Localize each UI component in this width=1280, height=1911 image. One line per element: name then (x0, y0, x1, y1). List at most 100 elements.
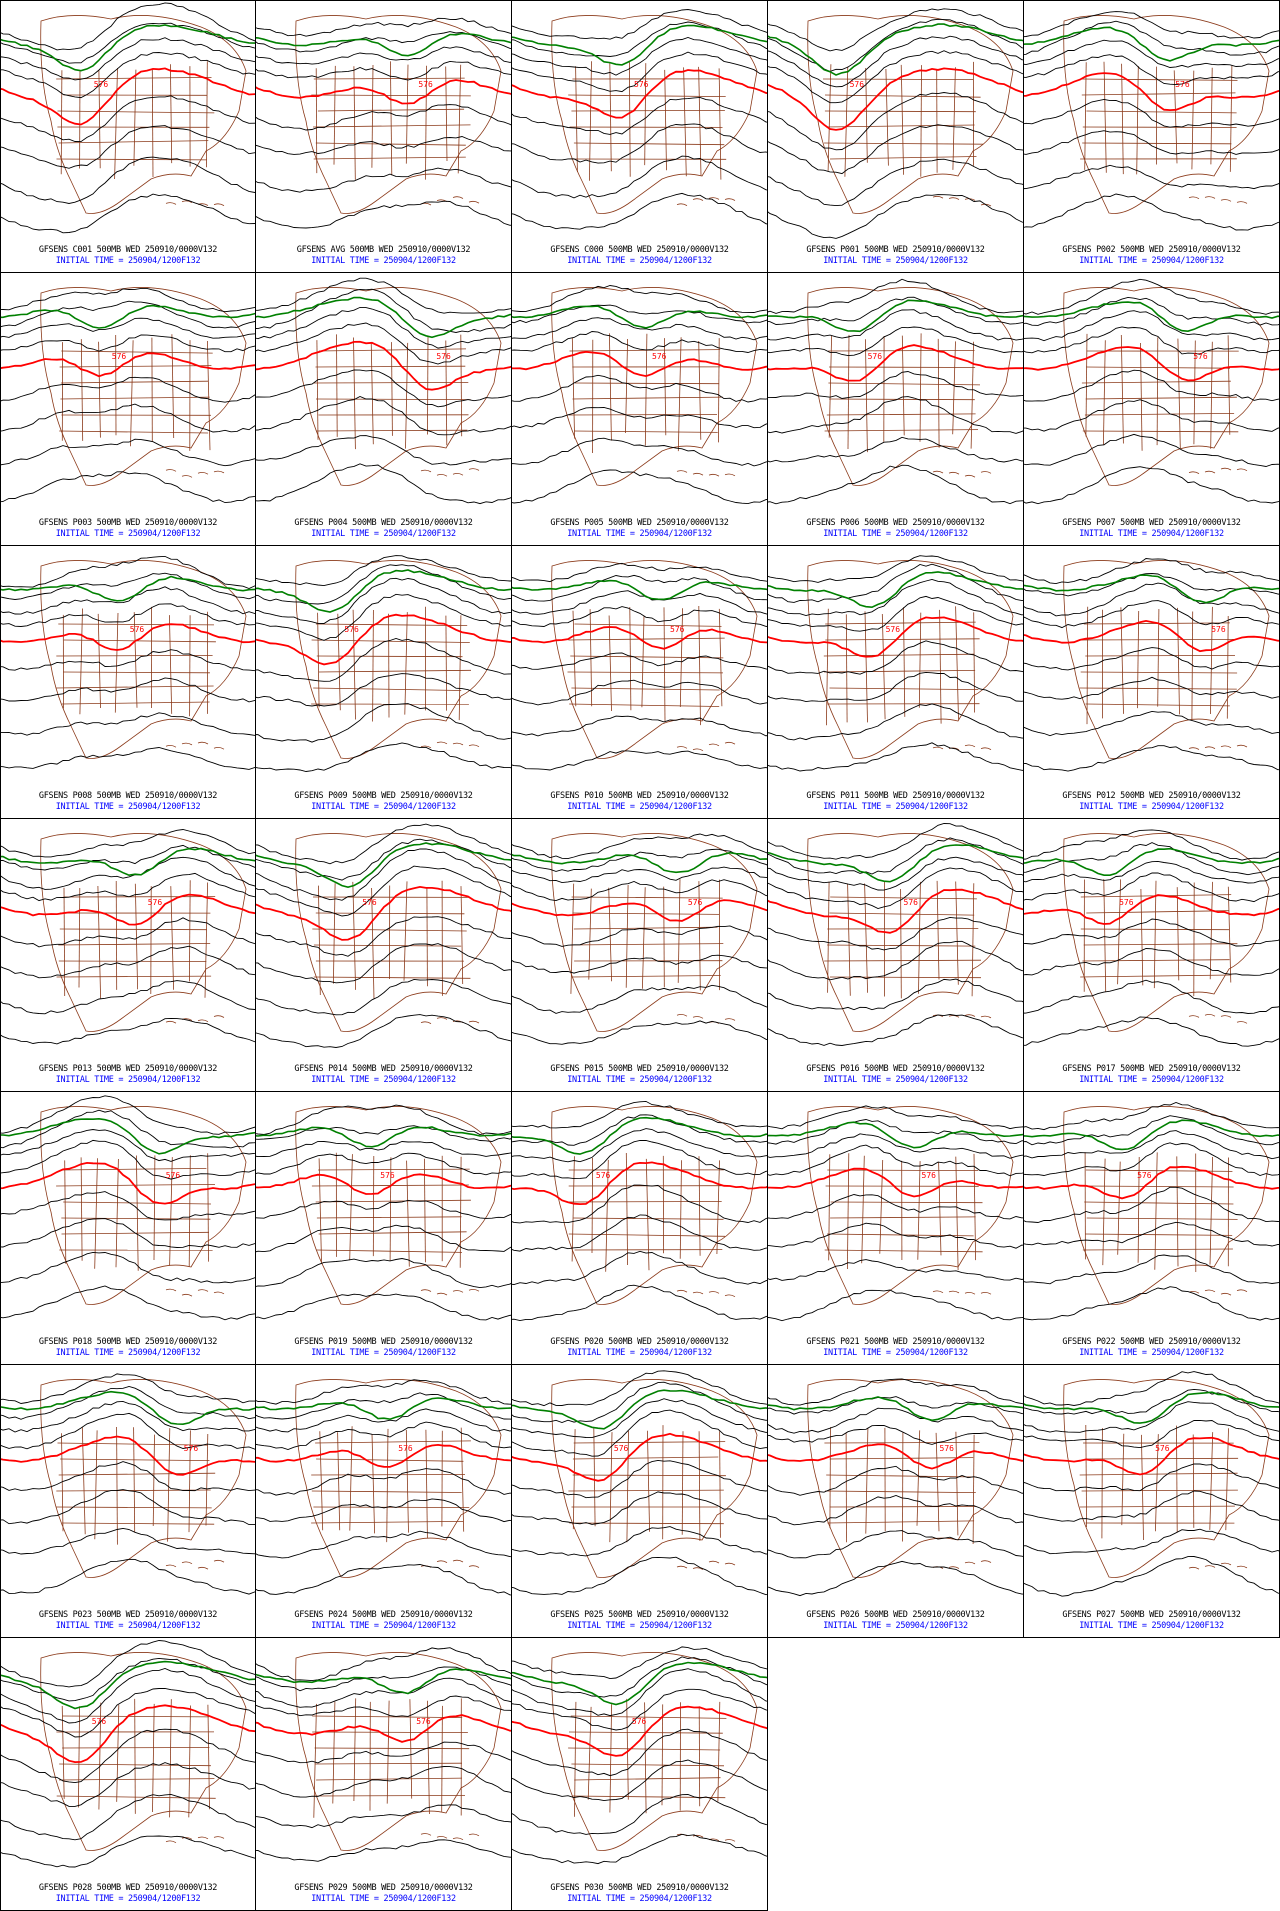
contour-576 (1, 1161, 255, 1205)
panel-initial-time: INITIAL TIME = 250904/1200F132 (567, 1075, 712, 1085)
contour-576 (512, 350, 767, 378)
political-boundaries (295, 287, 502, 486)
height-contours (1, 829, 255, 1045)
contour-576-label: 576 (184, 1444, 199, 1453)
panel-title: GFSENS C000 500MB WED 250910/0000V132 (550, 245, 729, 255)
panel-title: GFSENS AVG 500MB WED 250910/0000V132 (296, 245, 471, 255)
political-boundaries (551, 15, 758, 214)
contour-552 (768, 1121, 1023, 1149)
height-contours (1, 2, 255, 234)
contour-552 (256, 1126, 511, 1148)
ensemble-member-panel: 576 GFSENS P008 500MB WED 250910/0000V132… (0, 546, 256, 819)
panel-initial-time: INITIAL TIME = 250904/1200F132 (567, 1621, 712, 1631)
political-boundaries (807, 1106, 1014, 1305)
height-contours (768, 278, 1023, 505)
political-boundaries (40, 287, 247, 486)
contour-576 (256, 1443, 511, 1468)
ensemble-member-panel: 576 GFSENS AVG 500MB WED 250910/0000V132 I… (256, 0, 512, 273)
height-contour-map: 576 (256, 1104, 511, 1321)
height-contours (1024, 11, 1279, 231)
contour-576-label: 576 (1175, 80, 1190, 89)
contour-552 (1024, 26, 1279, 62)
ensemble-member-panel: 576 GFSENS C001 500MB WED 250910/0000V132… (0, 0, 256, 273)
ensemble-member-panel: 576 GFSENS P004 500MB WED 250910/0000V132… (256, 273, 512, 546)
political-boundaries (295, 1106, 502, 1305)
height-contour-map: 576 (256, 1647, 511, 1862)
height-contours (768, 1378, 1023, 1597)
panel-initial-time: INITIAL TIME = 250904/1200F132 (823, 1621, 968, 1631)
contour-552 (768, 571, 1023, 609)
height-contour-map: 576 (768, 1378, 1023, 1597)
contour-576-label: 576 (652, 352, 667, 361)
contour-576 (256, 885, 511, 941)
contour-576 (768, 1443, 1023, 1470)
political-boundaries (551, 287, 758, 486)
height-contours (256, 1379, 511, 1596)
contour-576 (1, 352, 255, 378)
contour-576 (512, 626, 767, 650)
panel-title: GFSENS P003 500MB WED 250910/0000V132 (38, 518, 218, 528)
political-boundaries (1063, 287, 1270, 486)
panel-initial-time: INITIAL TIME = 250904/1200F132 (823, 529, 968, 539)
political-boundaries (40, 15, 247, 214)
contour-576-label: 576 (344, 625, 359, 634)
height-contour-map: 576 (256, 555, 511, 772)
contour-552 (1, 1117, 255, 1155)
height-contour-map: 576 (1, 1373, 255, 1595)
height-contours (512, 1646, 767, 1865)
height-contours (1, 1373, 255, 1595)
contour-576-label: 576 (1137, 1171, 1152, 1180)
panel-initial-time: INITIAL TIME = 250904/1200F132 (1079, 1621, 1224, 1631)
contour-576-label: 576 (614, 1444, 629, 1453)
contour-552 (1, 1390, 255, 1426)
height-contours (1, 1095, 255, 1321)
contour-576-label: 576 (634, 80, 649, 89)
ensemble-member-panel: 576 GFSENS P018 500MB WED 250910/0000V132… (0, 1092, 256, 1365)
contour-576 (768, 1167, 1023, 1198)
height-contour-map: 576 (256, 15, 511, 229)
contour-552 (256, 32, 511, 57)
panel-title: GFSENS P004 500MB WED 250910/0000V132 (294, 518, 473, 528)
ensemble-member-panel: 576 GFSENS P010 500MB WED 250910/0000V132… (512, 546, 768, 819)
contour-576 (512, 1705, 767, 1757)
contour-576 (512, 899, 767, 922)
contour-552 (1, 304, 255, 329)
panel-title: GFSENS P028 500MB WED 250910/0000V132 (38, 1883, 218, 1893)
contour-576-label: 576 (1211, 625, 1226, 634)
panel-initial-time: INITIAL TIME = 250904/1200F132 (567, 1894, 712, 1904)
contour-552 (1, 847, 255, 877)
contour-552 (1024, 1391, 1279, 1424)
ensemble-member-panel: 576 GFSENS P009 500MB WED 250910/0000V132… (256, 546, 512, 819)
contour-576-label: 576 (868, 352, 883, 361)
panel-title: GFSENS P027 500MB WED 250910/0000V132 (1062, 1610, 1241, 1620)
height-contours (512, 1100, 767, 1322)
ensemble-member-panel: 576 GFSENS P021 500MB WED 250910/0000V132… (768, 1092, 1024, 1365)
contour-576 (1024, 1436, 1279, 1476)
panel-title: GFSENS P022 500MB WED 250910/0000V132 (1062, 1337, 1241, 1347)
contour-552 (768, 844, 1023, 883)
panel-initial-time: INITIAL TIME = 250904/1200F132 (567, 256, 712, 266)
contour-576-label: 576 (904, 898, 919, 907)
ensemble-member-panel: 576 GFSENS P030 500MB WED 250910/0000V132… (512, 1638, 768, 1911)
contour-552 (1024, 301, 1279, 333)
ensemble-member-panel: 576 GFSENS P002 500MB WED 250910/0000V132… (1024, 0, 1280, 273)
contour-576 (1, 893, 255, 926)
contour-576-label: 576 (1155, 1444, 1170, 1453)
ensemble-member-panel: 576 GFSENS P014 500MB WED 250910/0000V132… (256, 819, 512, 1092)
contour-576 (1024, 72, 1279, 112)
panel-title: GFSENS P002 500MB WED 250910/0000V132 (1062, 245, 1241, 255)
ensemble-member-panel: 576 GFSENS P015 500MB WED 250910/0000V132… (512, 819, 768, 1092)
height-contour-map: 576 (768, 1105, 1023, 1322)
panel-initial-time: INITIAL TIME = 250904/1200F132 (55, 256, 201, 266)
panel-title: GFSENS P018 500MB WED 250910/0000V132 (38, 1337, 218, 1347)
panel-initial-time: INITIAL TIME = 250904/1200F132 (567, 529, 712, 539)
panel-title: GFSENS P025 500MB WED 250910/0000V132 (550, 1610, 729, 1620)
political-boundaries (551, 1652, 758, 1851)
political-boundaries (295, 833, 502, 1032)
height-contour-map: 576 (1, 2, 255, 234)
contour-576-label: 576 (1193, 352, 1208, 361)
contour-576-label: 576 (362, 898, 377, 907)
height-contours (1024, 558, 1279, 772)
contour-552 (1024, 574, 1279, 604)
height-contours (1024, 278, 1279, 505)
